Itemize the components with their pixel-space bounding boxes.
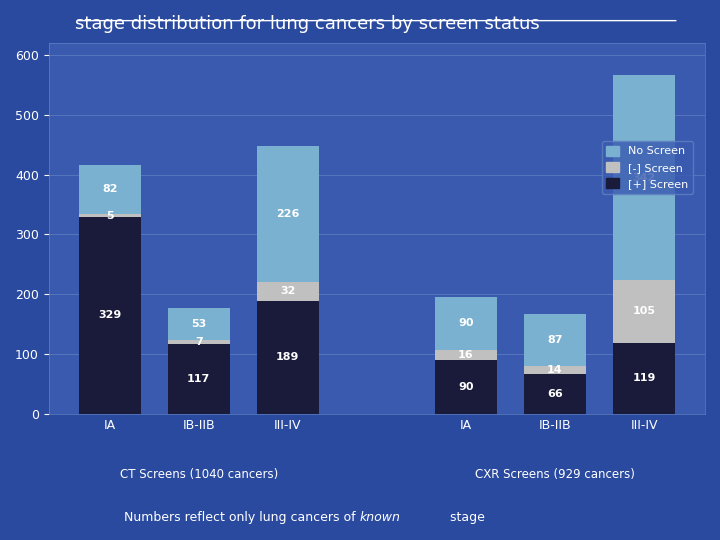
- Bar: [435, 360, 497, 414]
- Bar: [256, 282, 319, 301]
- Text: Numbers reflect only lung cancers of: Numbers reflect only lung cancers of: [125, 511, 360, 524]
- Bar: [435, 350, 497, 360]
- Text: stage: stage: [446, 511, 485, 524]
- Text: known: known: [360, 511, 401, 524]
- Bar: [78, 214, 141, 217]
- Text: stage distribution for lung cancers by screen status: stage distribution for lung cancers by s…: [75, 15, 540, 33]
- Bar: [168, 344, 230, 414]
- Bar: [78, 217, 141, 414]
- Bar: [613, 343, 675, 414]
- Text: 226: 226: [276, 209, 300, 219]
- Text: 66: 66: [547, 389, 563, 399]
- Bar: [435, 296, 497, 350]
- Text: 87: 87: [547, 335, 563, 345]
- Text: 32: 32: [280, 286, 295, 296]
- Bar: [613, 280, 675, 343]
- Text: 14: 14: [547, 365, 563, 375]
- Bar: [523, 314, 586, 366]
- Text: 90: 90: [458, 382, 474, 392]
- Bar: [523, 366, 586, 374]
- Bar: [613, 75, 675, 280]
- Text: 119: 119: [632, 373, 656, 383]
- Legend: No Screen, [-] Screen, [+] Screen: No Screen, [-] Screen, [+] Screen: [601, 141, 693, 193]
- Bar: [523, 374, 586, 414]
- Text: 117: 117: [187, 374, 210, 384]
- Text: 329: 329: [98, 310, 122, 320]
- Bar: [78, 165, 141, 214]
- Text: CXR Screens (929 cancers): CXR Screens (929 cancers): [475, 468, 635, 481]
- Text: 5: 5: [106, 211, 114, 220]
- Text: 16: 16: [458, 350, 474, 360]
- Bar: [256, 301, 319, 414]
- Text: 105: 105: [632, 306, 655, 316]
- Bar: [256, 146, 319, 282]
- Text: 90: 90: [458, 319, 474, 328]
- Bar: [168, 340, 230, 344]
- Text: 7: 7: [195, 337, 202, 347]
- Text: 342: 342: [632, 172, 656, 183]
- Text: CT Screens (1040 cancers): CT Screens (1040 cancers): [120, 468, 278, 481]
- Text: 189: 189: [276, 352, 300, 362]
- Bar: [168, 308, 230, 340]
- Text: 82: 82: [102, 185, 117, 194]
- Text: 53: 53: [191, 319, 207, 329]
